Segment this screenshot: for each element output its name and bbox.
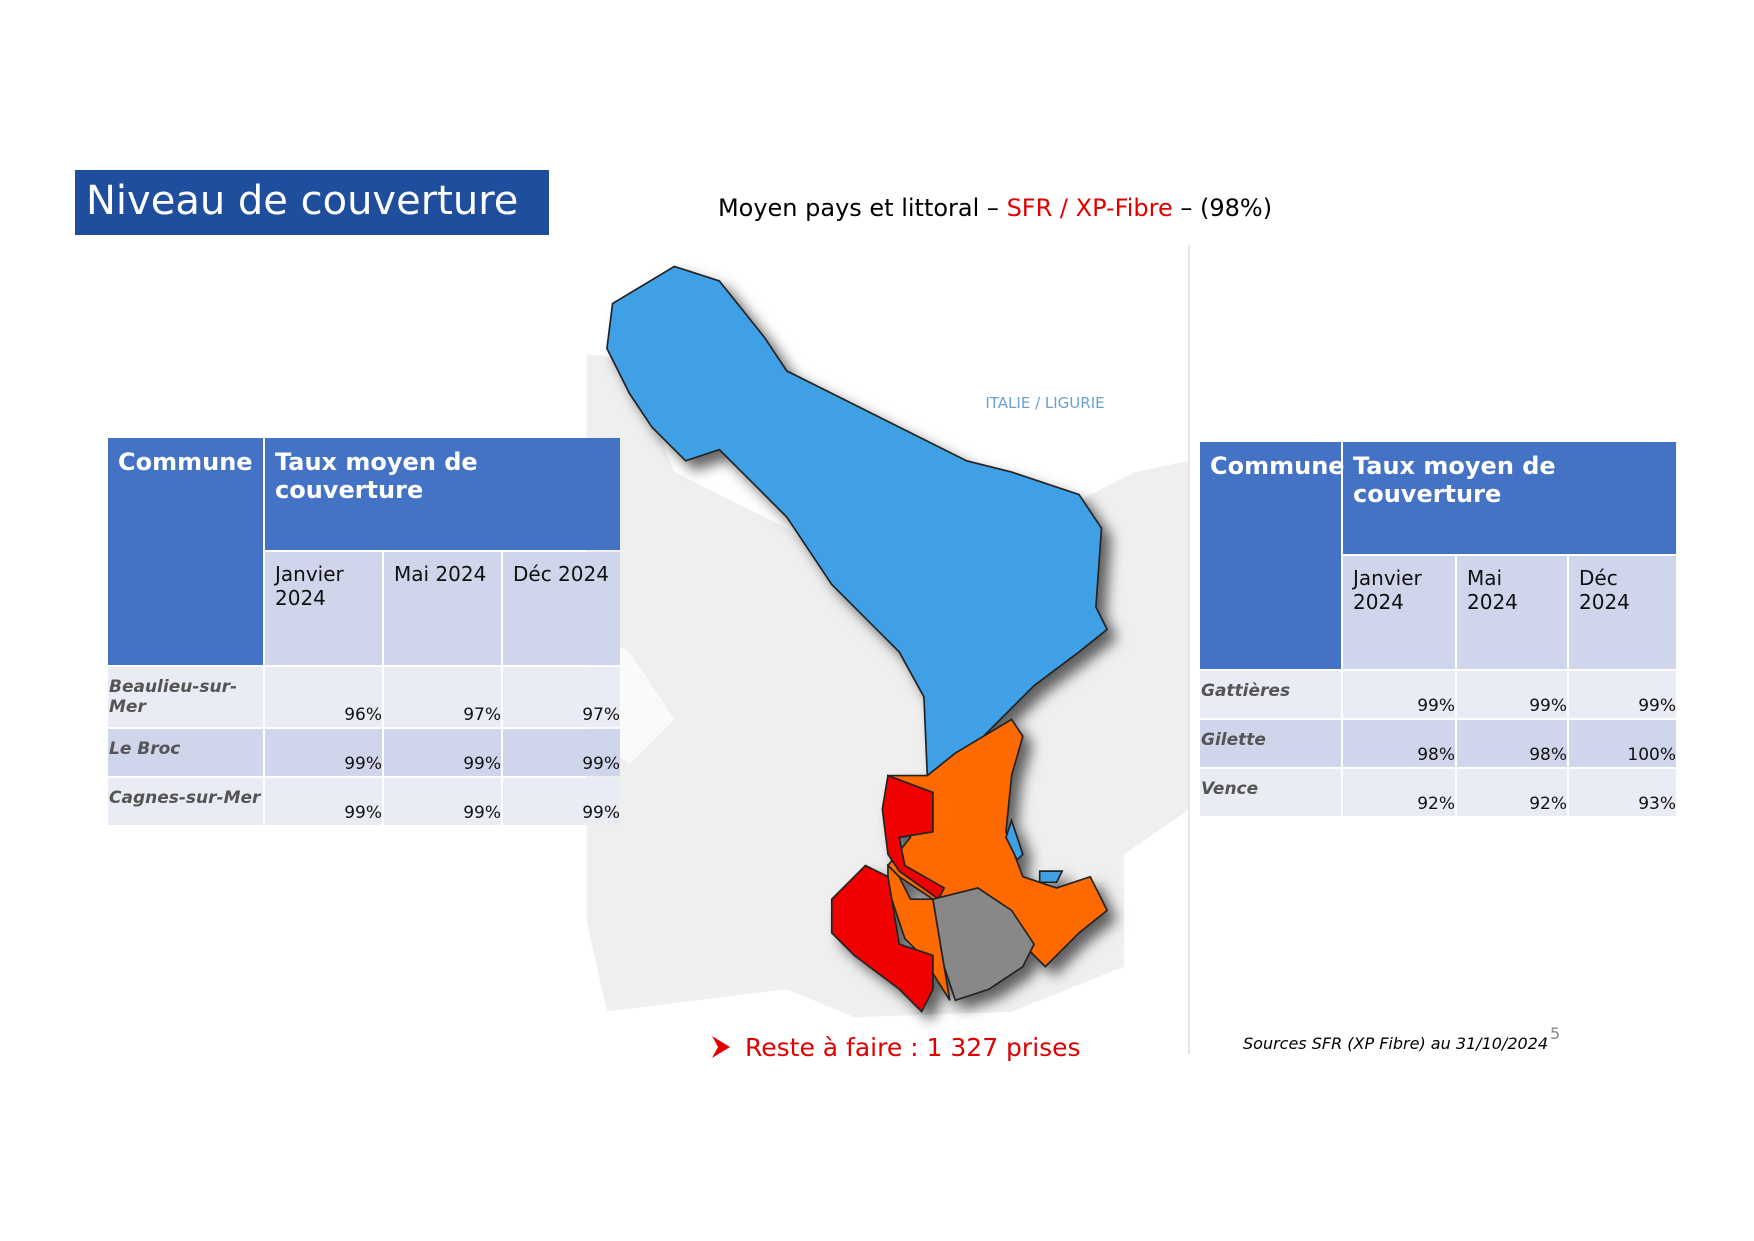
table-row: Gattières 99% 99% 99% [1200,671,1677,718]
period-cell: Déc 2024 [1569,556,1677,669]
commune-cell: Le Broc [108,729,263,776]
period-cell: Déc 2024 [503,552,621,665]
coverage-table: Commune Taux moyen de couverture Janvier 2… [1198,440,1678,818]
remaining-note: Reste à faire : 1 327 prises [745,1033,1081,1062]
period-cell: Mai 2024 [384,552,501,665]
source-note: Sources SFR (XP Fibre) au 31/10/2024 [1243,1034,1549,1053]
header-cell: Taux moyen de couverture [1343,442,1677,554]
coverage-table: Commune Taux moyen de couverture Janvier 2… [106,436,622,827]
value-cell: 98% [1343,720,1455,767]
map-region [1038,870,1064,884]
value-cell: 99% [503,778,621,825]
table-row: Vence 92% 92% 93% [1200,769,1677,816]
value-cell: 99% [503,729,621,776]
value-cell: 93% [1569,769,1677,816]
map-region [881,774,946,901]
value-cell: 97% [503,667,621,727]
value-cell: 99% [1343,671,1455,718]
period-cell: Mai 2024 [1457,556,1567,669]
slide-title: Niveau de couverture [75,170,549,235]
commune-cell: Cagnes-sur-Mer [108,778,263,825]
value-cell: 99% [1457,671,1567,718]
value-cell: 97% [384,667,501,727]
subtitle-part: – (98%) [1172,194,1273,222]
map-label: ITALIE / LIGURIE [985,394,1104,412]
map-region [887,863,951,1001]
page-number: 5 [1550,1024,1561,1043]
subtitle-operator: SFR / XP-Fibre [1006,194,1173,222]
value-cell: 99% [384,778,501,825]
header-cell: Commune [108,438,263,665]
table-row: Le Broc 99% 99% 99% [108,729,621,776]
map-background [586,354,1190,1018]
map-region [1005,817,1024,862]
map-region [830,864,934,1014]
bullet-arrow [712,1036,730,1058]
value-cell: 92% [1457,769,1567,816]
commune-cell: Beaulieu-sur-Mer [108,667,263,727]
value-cell: 100% [1569,720,1677,767]
value-cell: 99% [384,729,501,776]
header-cell: Taux moyen de couverture [265,438,621,550]
value-cell: 98% [1457,720,1567,767]
period-cell: Janvier 2024 [1343,556,1455,669]
table-row: Gilette 98% 98% 100% [1200,720,1677,767]
subtitle: Moyen pays et littoral – SFR / XP-Fibre … [600,194,1390,222]
value-cell: 96% [265,667,382,727]
value-cell: 99% [265,778,382,825]
value-cell: 99% [265,729,382,776]
subtitle-part: Moyen pays et littoral – [717,194,1007,222]
map-region [931,887,1036,1002]
table-row: Beaulieu-sur-Mer 96% 97% 97% [108,667,621,727]
table-row: Cagnes-sur-Mer 99% 99% 99% [108,778,621,825]
commune-cell: Vence [1200,769,1341,816]
commune-cell: Gilette [1200,720,1341,767]
value-cell: 99% [1569,671,1677,718]
commune-cell: Gattières [1200,671,1341,718]
period-cell: Janvier 2024 [265,552,382,665]
header-cell: Commune [1200,442,1345,669]
value-cell: 92% [1343,769,1455,816]
